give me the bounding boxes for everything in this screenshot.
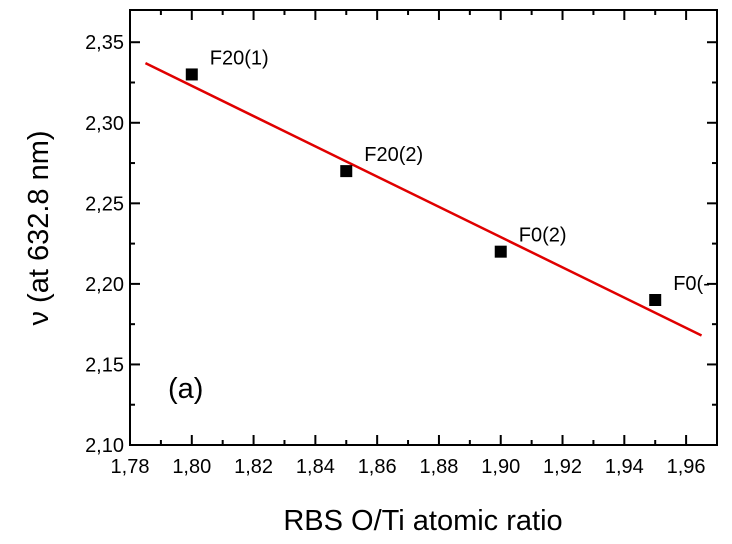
y-tick-label: 2,30	[85, 113, 124, 135]
x-tick-label: 1,88	[419, 456, 458, 478]
x-tick-label: 1,82	[234, 456, 273, 478]
data-points: F20(1) F20(2) F0(2) F0(-	[185, 47, 710, 306]
x-tick-label: 1,92	[543, 456, 582, 478]
y-tick-label: 2,25	[85, 193, 124, 215]
x-tick-label: 1,84	[296, 456, 335, 478]
data-point-label: F20(1)	[210, 47, 269, 69]
y-tick-label: 2,10	[85, 435, 124, 457]
data-point	[340, 165, 353, 178]
y-tick-label: 2,20	[85, 274, 124, 296]
data-point	[649, 294, 662, 306]
x-tick-label: 1,90	[481, 456, 520, 478]
data-point	[494, 245, 507, 258]
panel-annotation: (a)	[168, 373, 203, 405]
y-tick-label: 2,15	[85, 354, 124, 376]
x-axis-ticks: 1,78 1,80 1,82 1,84 1,86 1,88 1,90 1,92 1,94 1,96	[111, 10, 706, 478]
x-tick-label: 1,80	[172, 456, 211, 478]
data-point-label: F0(-	[673, 273, 710, 295]
data-point-label: F20(2)	[364, 144, 423, 166]
data-point-label: F0(2)	[519, 225, 567, 247]
x-tick-label: 1,96	[667, 456, 706, 478]
x-tick-label: 1,86	[358, 456, 397, 478]
y-tick-label: 2,35	[85, 32, 124, 54]
plot-frame	[129, 9, 718, 446]
x-tick-label: 1,78	[111, 456, 150, 478]
x-axis-title: RBS O/Ti atomic ratio	[283, 505, 562, 537]
y-axis-ticks: 2,10 2,15 2,20 2,25 2,30 2,35	[85, 32, 717, 457]
y-axis-title: ν (at 632.8 nm)	[23, 130, 55, 325]
fit-line	[144, 62, 703, 337]
x-tick-label: 1,94	[605, 456, 644, 478]
data-point	[185, 68, 198, 81]
